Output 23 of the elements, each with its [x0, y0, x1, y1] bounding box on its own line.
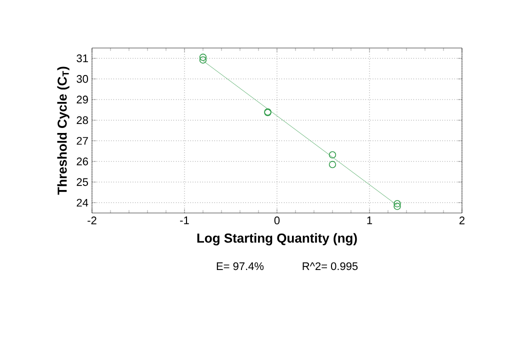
y-axis-title: Threshold Cycle (C$_{T}$)	[57, 66, 70, 195]
point	[199, 54, 207, 61]
x-tick-label: 0	[274, 216, 280, 224]
x-tick-label: -1	[180, 216, 189, 224]
y-tick-label: 29	[76, 96, 88, 104]
x-tick-label: 2	[459, 216, 464, 224]
y-tick-label: 28	[76, 116, 88, 124]
y-tick-label: 31	[76, 54, 88, 62]
point	[328, 160, 336, 168]
point	[328, 151, 336, 158]
x-tick-label: -2	[88, 216, 96, 224]
y-tick-label: 27	[76, 136, 88, 145]
y-tick-label: 30	[76, 75, 88, 83]
y-tick-label: 26	[76, 158, 88, 166]
point	[394, 202, 401, 210]
x-tick-label: 1	[367, 216, 372, 224]
text: E= 97.4%	[216, 262, 264, 270]
point	[394, 200, 401, 208]
text: R^2= 0.995	[302, 262, 358, 270]
point	[199, 56, 207, 64]
x-axis-title: Log Starting Quantity (ng)	[197, 233, 357, 246]
y-tick-label: 24	[76, 198, 88, 207]
y-tick-label: 25	[76, 178, 88, 186]
